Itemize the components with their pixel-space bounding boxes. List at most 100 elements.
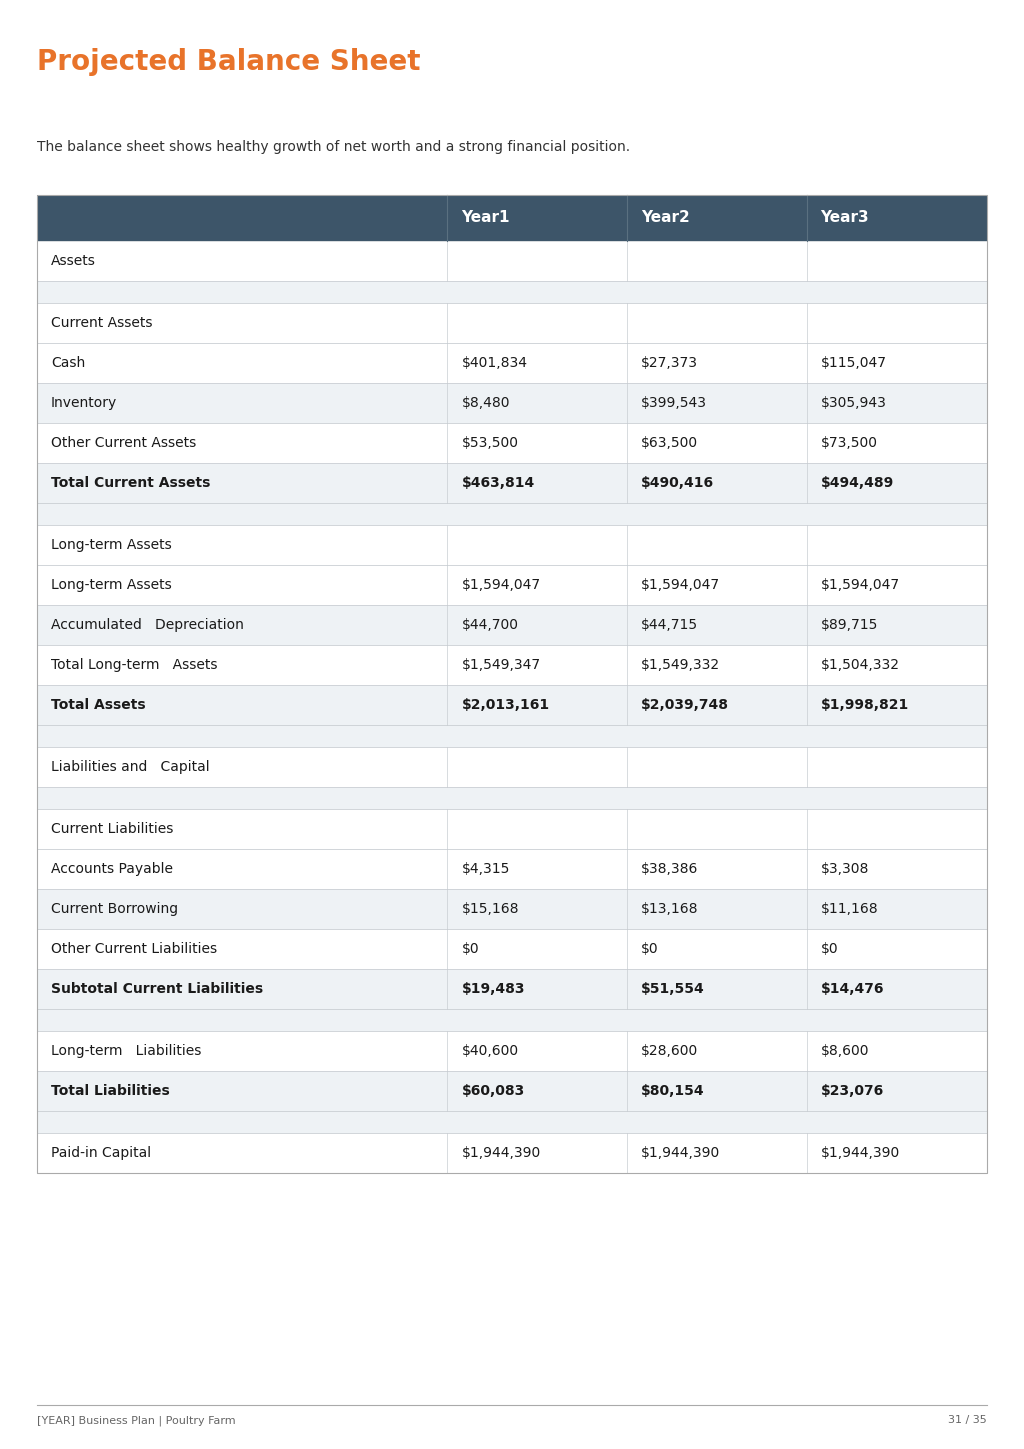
- Bar: [37, 565, 987, 606]
- Bar: [37, 383, 987, 423]
- Text: Long-term Assets: Long-term Assets: [51, 578, 172, 593]
- Text: [YEAR] Business Plan | Poultry Farm: [YEAR] Business Plan | Poultry Farm: [37, 1416, 236, 1426]
- Text: $490,416: $490,416: [641, 477, 714, 490]
- Text: Year2: Year2: [641, 210, 690, 226]
- Text: $89,715: $89,715: [820, 619, 878, 632]
- Text: Other Current Liabilities: Other Current Liabilities: [51, 942, 217, 956]
- Text: $4,315: $4,315: [462, 862, 510, 877]
- Text: Liabilities and   Capital: Liabilities and Capital: [51, 759, 210, 774]
- Text: $1,504,332: $1,504,332: [820, 658, 899, 672]
- Text: $73,500: $73,500: [820, 436, 878, 451]
- Text: Accounts Payable: Accounts Payable: [51, 862, 173, 877]
- Text: $23,076: $23,076: [820, 1084, 884, 1098]
- Text: $0: $0: [820, 942, 838, 956]
- Bar: [37, 724, 987, 748]
- Text: $28,600: $28,600: [641, 1043, 698, 1058]
- Text: Inventory: Inventory: [51, 396, 118, 410]
- Text: $27,373: $27,373: [641, 356, 698, 369]
- Bar: [37, 748, 987, 787]
- Bar: [37, 809, 987, 849]
- Text: $11,168: $11,168: [820, 901, 879, 916]
- Text: Current Borrowing: Current Borrowing: [51, 901, 178, 916]
- Text: $38,386: $38,386: [641, 862, 698, 877]
- Text: Long-term   Liabilities: Long-term Liabilities: [51, 1043, 202, 1058]
- Bar: [37, 849, 987, 890]
- Bar: [37, 281, 987, 303]
- Text: $51,554: $51,554: [641, 982, 705, 995]
- Text: Long-term Assets: Long-term Assets: [51, 538, 172, 552]
- Text: The balance sheet shows healthy growth of net worth and a strong financial posit: The balance sheet shows healthy growth o…: [37, 141, 630, 154]
- Bar: [37, 685, 987, 724]
- Text: Other Current Assets: Other Current Assets: [51, 436, 197, 451]
- Bar: [37, 423, 987, 464]
- Text: $305,943: $305,943: [820, 396, 887, 410]
- Text: $8,480: $8,480: [462, 396, 510, 410]
- Text: $14,476: $14,476: [820, 982, 884, 995]
- Text: $1,944,390: $1,944,390: [641, 1146, 720, 1161]
- Text: $8,600: $8,600: [820, 1043, 869, 1058]
- Bar: [37, 196, 987, 1174]
- Text: $1,594,047: $1,594,047: [820, 578, 900, 593]
- Text: $13,168: $13,168: [641, 901, 698, 916]
- Bar: [37, 303, 987, 343]
- Text: $15,168: $15,168: [462, 901, 519, 916]
- Bar: [37, 464, 987, 503]
- Text: $63,500: $63,500: [641, 436, 698, 451]
- Text: 31 / 35: 31 / 35: [948, 1416, 987, 1424]
- Bar: [37, 1071, 987, 1111]
- Text: $44,715: $44,715: [641, 619, 698, 632]
- Text: $0: $0: [462, 942, 479, 956]
- Bar: [37, 241, 987, 281]
- Text: $1,998,821: $1,998,821: [820, 698, 908, 711]
- Bar: [37, 1032, 987, 1071]
- Text: $1,944,390: $1,944,390: [462, 1146, 541, 1161]
- Bar: [37, 787, 987, 809]
- Bar: [37, 343, 987, 383]
- Text: $1,549,347: $1,549,347: [462, 658, 541, 672]
- Text: $2,039,748: $2,039,748: [641, 698, 729, 711]
- Bar: [37, 1111, 987, 1133]
- Text: $0: $0: [641, 942, 658, 956]
- Text: $401,834: $401,834: [462, 356, 527, 369]
- Text: $80,154: $80,154: [641, 1084, 705, 1098]
- Text: $1,944,390: $1,944,390: [820, 1146, 900, 1161]
- Text: $19,483: $19,483: [462, 982, 525, 995]
- Bar: [37, 969, 987, 1009]
- Text: Current Assets: Current Assets: [51, 316, 153, 330]
- Text: $463,814: $463,814: [462, 477, 535, 490]
- Text: Projected Balance Sheet: Projected Balance Sheet: [37, 48, 421, 75]
- Text: Total Liabilities: Total Liabilities: [51, 1084, 170, 1098]
- Text: Subtotal Current Liabilities: Subtotal Current Liabilities: [51, 982, 263, 995]
- Text: $40,600: $40,600: [462, 1043, 518, 1058]
- Text: Year3: Year3: [820, 210, 869, 226]
- Text: $3,308: $3,308: [820, 862, 869, 877]
- Text: Accumulated   Depreciation: Accumulated Depreciation: [51, 619, 244, 632]
- Text: $1,594,047: $1,594,047: [462, 578, 541, 593]
- Text: $60,083: $60,083: [462, 1084, 524, 1098]
- Text: $1,594,047: $1,594,047: [641, 578, 720, 593]
- Text: Paid-in Capital: Paid-in Capital: [51, 1146, 152, 1161]
- Bar: [37, 503, 987, 525]
- Text: Assets: Assets: [51, 254, 96, 268]
- Text: Current Liabilities: Current Liabilities: [51, 822, 173, 836]
- Bar: [37, 196, 987, 241]
- Bar: [37, 606, 987, 645]
- Text: Cash: Cash: [51, 356, 85, 369]
- Text: $494,489: $494,489: [820, 477, 894, 490]
- Bar: [37, 645, 987, 685]
- Text: $1,549,332: $1,549,332: [641, 658, 720, 672]
- Bar: [37, 929, 987, 969]
- Text: Year1: Year1: [462, 210, 510, 226]
- Bar: [37, 525, 987, 565]
- Text: $2,013,161: $2,013,161: [462, 698, 550, 711]
- Text: Total Current Assets: Total Current Assets: [51, 477, 210, 490]
- Bar: [37, 1009, 987, 1032]
- Text: $115,047: $115,047: [820, 356, 887, 369]
- Text: $53,500: $53,500: [462, 436, 518, 451]
- Text: $399,543: $399,543: [641, 396, 707, 410]
- Bar: [37, 1133, 987, 1174]
- Text: Total Assets: Total Assets: [51, 698, 145, 711]
- Bar: [37, 890, 987, 929]
- Text: $44,700: $44,700: [462, 619, 518, 632]
- Text: Total Long-term   Assets: Total Long-term Assets: [51, 658, 217, 672]
